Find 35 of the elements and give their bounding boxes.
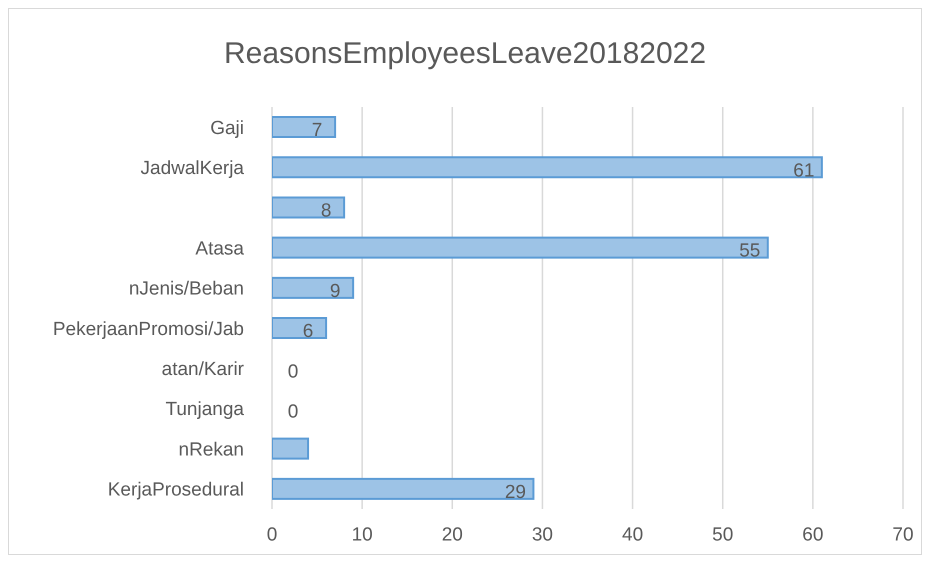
bar <box>272 116 336 138</box>
y-tick-label: atan/Karir <box>162 359 245 380</box>
x-tick-label: 50 <box>712 524 734 546</box>
chart-title: ReasonsEmployeesLeave20182022 <box>222 37 708 71</box>
x-tick-label: 40 <box>622 524 644 546</box>
data-label: 61 <box>793 160 814 182</box>
data-label: 0 <box>288 402 298 422</box>
bar <box>272 196 346 218</box>
y-tick-label: JadwalKerja <box>140 158 244 180</box>
x-tick-label: 60 <box>802 524 824 546</box>
data-label: 8 <box>320 200 332 222</box>
x-tick-label: 20 <box>442 524 463 546</box>
data-label: 7 <box>312 120 322 142</box>
data-label: 0 <box>288 361 298 382</box>
y-tick-label: nJenis/Beban <box>128 278 244 300</box>
x-tick-label: 0 <box>266 524 278 546</box>
y-tick-label: Gaji <box>210 118 244 139</box>
bar <box>272 317 328 340</box>
x-tick-label: 30 <box>532 524 553 546</box>
y-tick-label: Atasa <box>195 238 244 260</box>
y-tick-label: KerjaProsedural <box>108 480 244 501</box>
y-tick-label: nRekan <box>178 439 244 460</box>
data-label: 29 <box>504 482 526 503</box>
bar <box>272 276 354 299</box>
x-tick-label: 10 <box>352 524 373 546</box>
data-label: 9 <box>330 280 340 302</box>
bar <box>272 478 534 500</box>
bar <box>272 236 769 259</box>
y-tick-label: PekerjaanPromosi/Jab <box>52 318 244 340</box>
bar <box>272 156 823 178</box>
x-tick-label: 70 <box>892 524 914 546</box>
data-label: 6 <box>302 321 314 342</box>
data-label: 55 <box>739 240 760 262</box>
y-tick-label: Tunjanga <box>165 399 244 420</box>
bar <box>272 438 310 460</box>
